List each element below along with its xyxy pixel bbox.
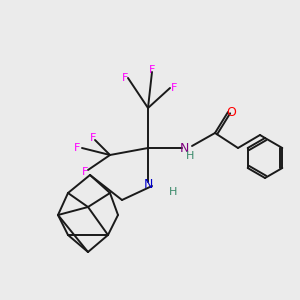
Text: F: F <box>82 167 88 177</box>
Text: H: H <box>169 187 177 197</box>
Text: F: F <box>122 73 128 83</box>
Text: N: N <box>179 142 189 154</box>
Text: F: F <box>74 143 80 153</box>
Text: N: N <box>143 178 153 190</box>
Text: F: F <box>171 83 177 93</box>
Text: F: F <box>149 65 155 75</box>
Text: F: F <box>90 133 96 143</box>
Text: H: H <box>186 151 194 161</box>
Text: O: O <box>226 106 236 118</box>
